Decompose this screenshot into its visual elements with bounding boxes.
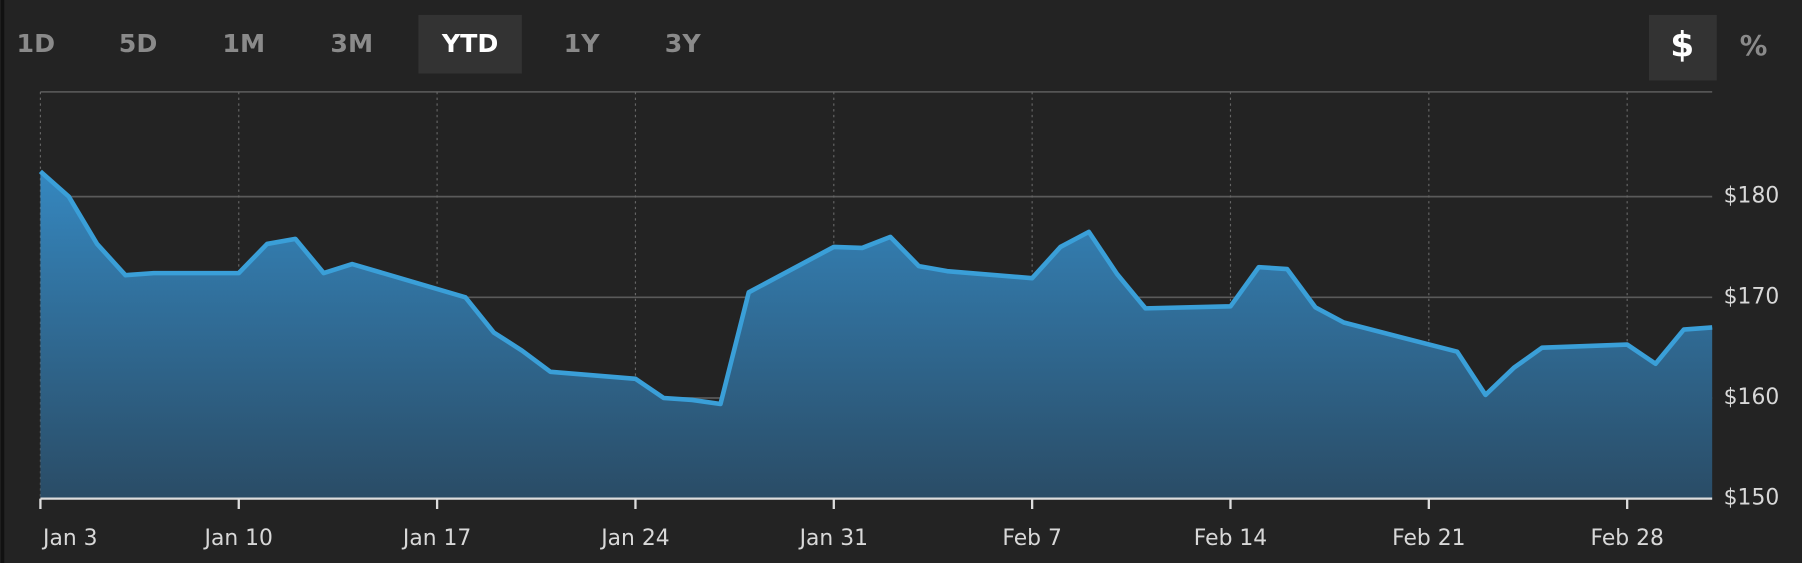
x-tick-label: Jan 24 — [599, 526, 669, 551]
range-button[interactable]: 1D — [17, 29, 56, 58]
y-tick-label: $180 — [1724, 184, 1780, 209]
y-tick-label: $160 — [1724, 385, 1780, 410]
range-button[interactable]: 3Y — [665, 29, 702, 58]
area-fill — [40, 171, 1713, 499]
x-tick-label: Jan 3 — [41, 526, 97, 551]
x-tick-label: Feb 14 — [1194, 526, 1267, 551]
price-line — [38, 169, 1713, 407]
y-tick-label: $170 — [1724, 284, 1780, 309]
x-tick-label: Feb 21 — [1392, 526, 1465, 551]
unit-button[interactable]: % — [1740, 29, 1768, 62]
y-tick-label: $150 — [1724, 486, 1780, 511]
range-button[interactable]: YTD — [441, 29, 499, 58]
x-tick-label: Jan 31 — [798, 526, 868, 551]
x-tick-label: Feb 28 — [1590, 526, 1663, 551]
active-button-bg — [418, 14, 522, 74]
range-button[interactable]: 3M — [330, 29, 373, 58]
active-button-bg — [1648, 14, 1717, 81]
range-button[interactable]: 1M — [222, 29, 265, 58]
unit-button[interactable]: $ — [1670, 26, 1694, 66]
range-button[interactable]: 1Y — [564, 29, 601, 58]
range-button[interactable]: 5D — [119, 29, 158, 58]
x-tick-label: Feb 7 — [1002, 526, 1061, 551]
x-tick-label: Jan 10 — [203, 526, 273, 551]
x-tick-label: Jan 17 — [401, 526, 471, 551]
